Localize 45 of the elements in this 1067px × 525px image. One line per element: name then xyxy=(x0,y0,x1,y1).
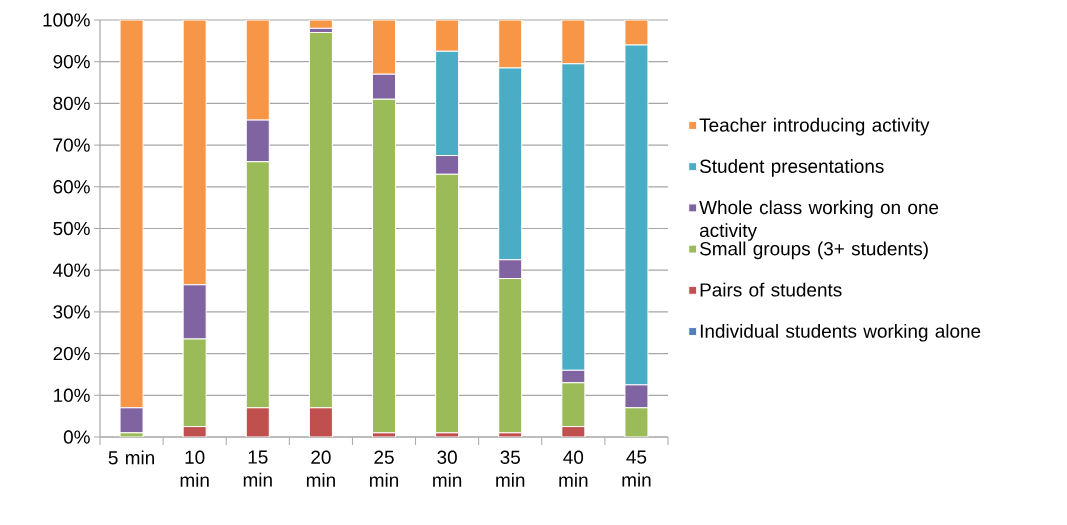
bar xyxy=(561,20,586,65)
y-tick-label: 0% xyxy=(63,430,90,444)
y-tick-label: 90% xyxy=(53,54,90,69)
bar xyxy=(435,173,460,434)
bar xyxy=(245,161,270,409)
x-tick-label: 15 min xyxy=(243,450,272,487)
x-tick-label: 5 min xyxy=(108,450,154,465)
y-tick-label: 70% xyxy=(53,138,90,152)
bar xyxy=(245,20,270,121)
bar xyxy=(182,20,207,286)
bar xyxy=(498,20,523,69)
bar xyxy=(308,407,333,437)
legend-label: Pairs of students xyxy=(700,282,842,297)
y-tick-label: 100% xyxy=(43,13,90,27)
y-tick-label: 80% xyxy=(53,96,90,111)
x-tick-label: 45 min xyxy=(622,450,651,487)
legend-label: Whole class working on one activity xyxy=(699,200,939,241)
bar xyxy=(245,119,270,163)
legend-label: Teacher introducing activity xyxy=(699,117,930,136)
y-tick-label: 10% xyxy=(54,388,90,402)
bar xyxy=(372,20,396,75)
legend-label: Individual students working alone xyxy=(700,323,981,342)
bar xyxy=(435,20,460,52)
bar xyxy=(182,338,207,428)
bar xyxy=(119,20,144,409)
x-tick-label: 40 min xyxy=(559,450,588,487)
y-tick-label: 20% xyxy=(53,346,90,361)
x-tick-label: 25 min xyxy=(370,450,399,487)
bar xyxy=(372,73,396,100)
y-tick-label: 60% xyxy=(53,180,90,194)
y-tick-label: 50% xyxy=(53,221,90,236)
bar xyxy=(498,278,523,434)
bar xyxy=(372,98,396,434)
bar xyxy=(245,407,270,437)
x-tick-label: 10 min xyxy=(180,450,209,487)
x-tick-label: 30 min xyxy=(433,450,462,487)
bar xyxy=(182,284,207,340)
legend-label: Small groups (3+ students) xyxy=(700,241,928,260)
x-tick-label: 35 min xyxy=(496,450,525,487)
bar xyxy=(308,32,333,409)
y-tick-label: 40% xyxy=(53,263,90,277)
x-tick-label: 20 min xyxy=(306,450,335,487)
bar xyxy=(561,382,586,428)
legend-label: Student presentations xyxy=(700,159,884,177)
y-tick-label: 30% xyxy=(53,305,90,319)
